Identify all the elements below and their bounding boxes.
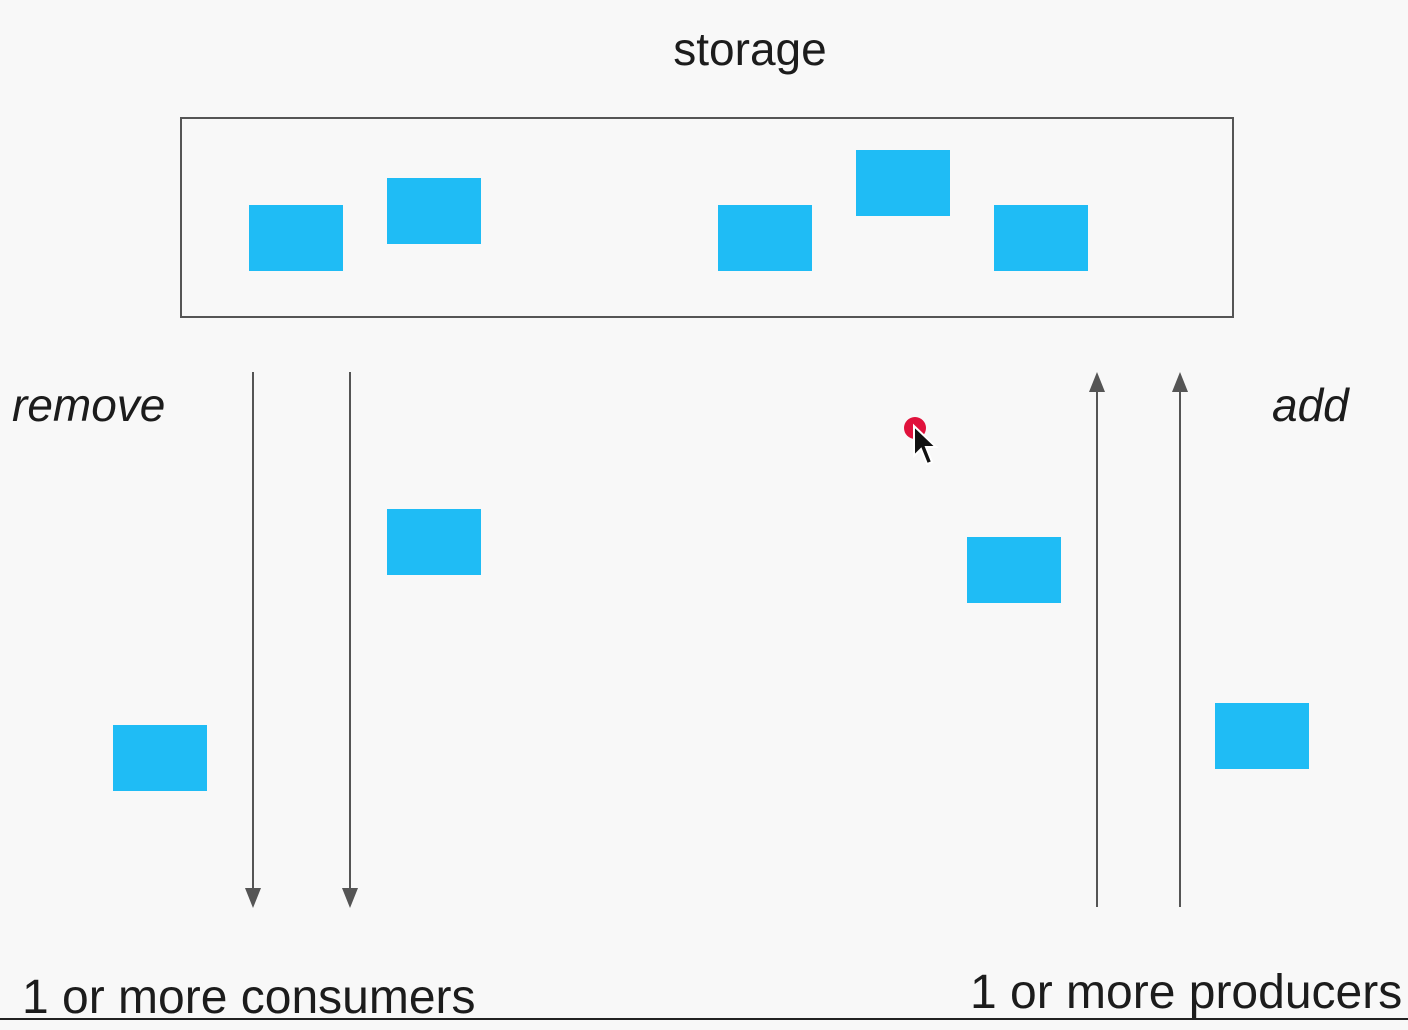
- removed-item: [387, 509, 481, 575]
- storage-item: [994, 205, 1088, 271]
- storage-item: [856, 150, 950, 216]
- storage-box: [180, 117, 1234, 318]
- producers-label: 1 or more producers: [970, 966, 1403, 1019]
- remove-arrow: [342, 372, 358, 908]
- storage-item: [718, 205, 812, 271]
- add-arrow: [1089, 372, 1105, 907]
- storage-item: [387, 178, 481, 244]
- consumers-label: 1 or more consumers: [22, 971, 476, 1024]
- remove-arrow: [245, 372, 261, 908]
- add-arrow: [1172, 372, 1188, 907]
- add-label: add: [1272, 379, 1349, 431]
- bottom-divider: [0, 1018, 1408, 1020]
- storage-title: storage: [673, 23, 827, 75]
- mouse-pointer-icon: [900, 414, 940, 475]
- added-item: [1215, 703, 1309, 769]
- storage-item: [249, 205, 343, 271]
- remove-label: remove: [12, 379, 166, 431]
- removed-item: [113, 725, 207, 791]
- added-item: [967, 537, 1061, 603]
